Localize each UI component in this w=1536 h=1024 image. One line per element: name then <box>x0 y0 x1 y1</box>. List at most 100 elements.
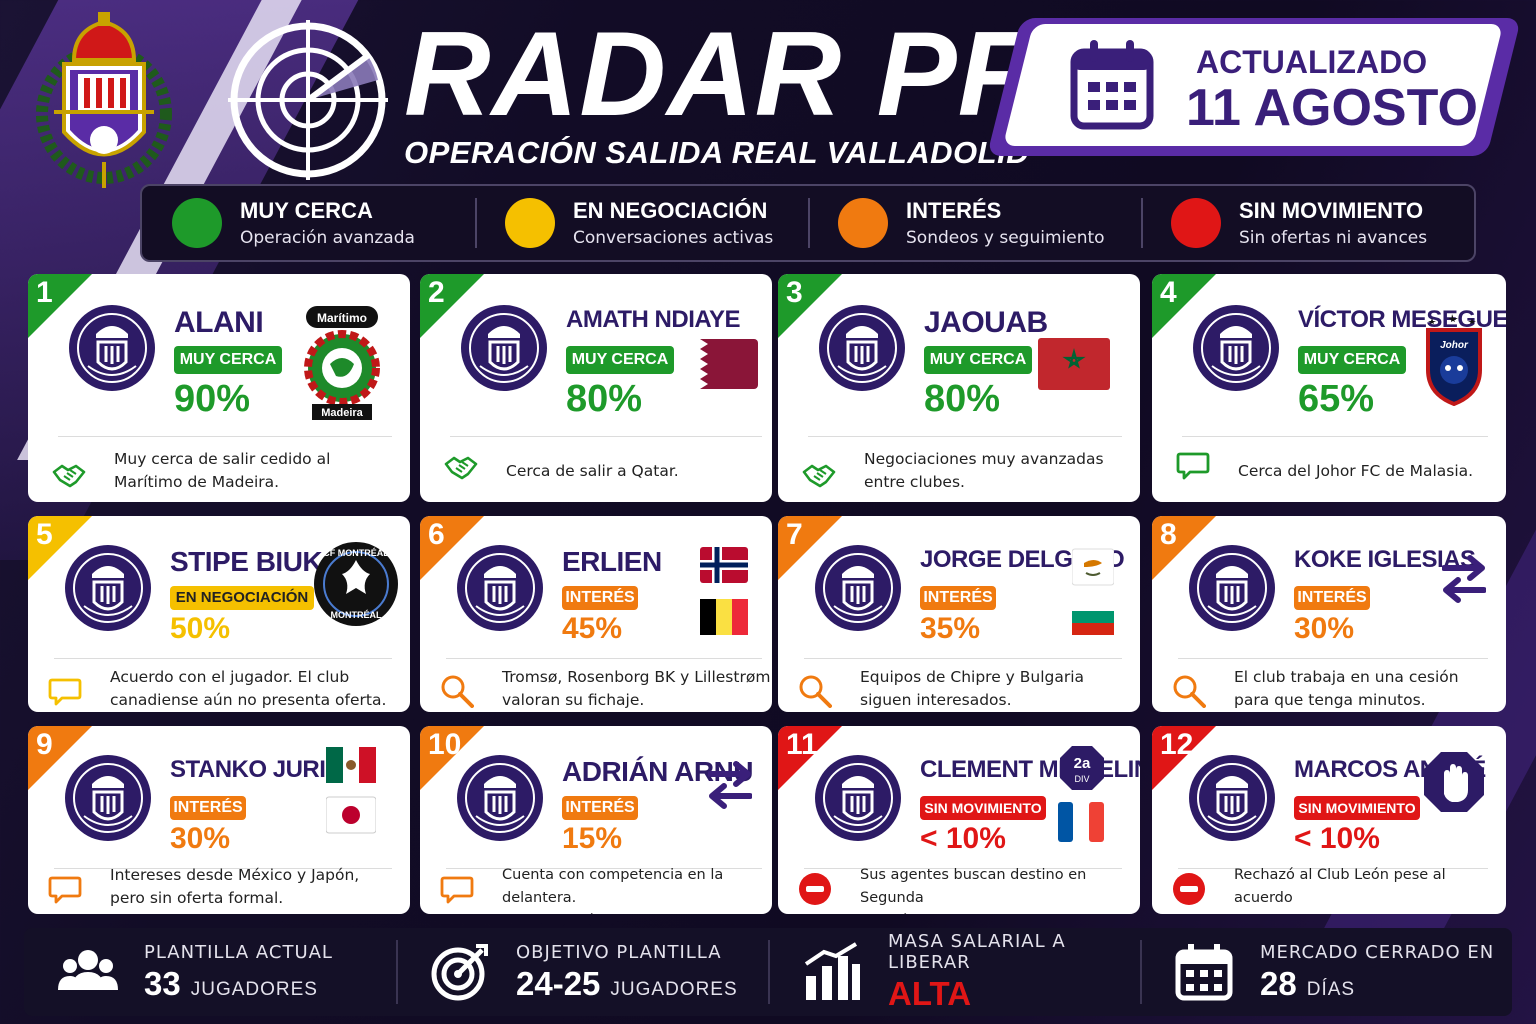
legend-sub: Operación avanzada <box>240 228 415 248</box>
speech-bubble-icon <box>48 872 82 906</box>
bar-chart-icon <box>804 942 860 1000</box>
player-avatar-crest <box>1188 544 1276 632</box>
page-subtitle: OPERACIÓN SALIDA REAL VALLADOLID <box>404 135 1030 170</box>
club-name: Johor <box>1440 340 1469 351</box>
status-badge: INTERÉS <box>920 586 996 610</box>
club-name-top: CF MONTRÉAL <box>323 548 389 558</box>
legend-item-en-negociacion: EN NEGOCIACIÓN Conversaciones activas <box>475 186 808 260</box>
legend-title: SIN MOVIMIENTO <box>1239 198 1424 223</box>
card-rank-number: 10 <box>428 728 462 761</box>
card-divider <box>450 436 762 437</box>
player-note: Tromsø, Rosenborg BK y Lillestrøm valoran… <box>502 666 770 712</box>
magnifier-icon <box>798 674 832 708</box>
club-name-bottom: Madeira <box>321 407 363 419</box>
note-line: División o Francia. Sin ofertas. <box>860 910 1140 914</box>
footer-unit: JUGADORES <box>190 978 318 1000</box>
probability-percent: 50% <box>170 612 231 645</box>
player-avatar-crest <box>456 544 544 632</box>
legend-item-sin-movimiento: SIN MOVIMIENTO Sin ofertas ni avances <box>1141 186 1474 260</box>
handshake-icon <box>444 448 478 482</box>
card-divider <box>1182 436 1488 437</box>
note-line: El club trabaja en una cesión <box>1234 668 1459 686</box>
note-line: para que tenga minutos. <box>1234 691 1426 709</box>
player-avatar-crest <box>814 544 902 632</box>
calendar-icon <box>1175 944 1233 1001</box>
player-avatar-crest <box>1192 304 1280 392</box>
player-note: El club trabaja en una cesión para que te… <box>1234 666 1459 712</box>
card-divider <box>446 868 762 869</box>
note-line: siguen interesados. <box>860 691 1012 709</box>
update-date: 11 AGOSTO <box>1186 79 1478 137</box>
probability-percent: 65% <box>1298 378 1375 420</box>
player-avatar-crest <box>460 304 548 392</box>
note-line: Equipos de Chipre y Bulgaria <box>860 668 1085 686</box>
japan-flag-icon <box>325 796 377 838</box>
card-rank-number: 9 <box>36 728 53 761</box>
magnifier-icon <box>1172 674 1206 708</box>
calendar-icon <box>1070 40 1154 130</box>
player-card: 1 ALANI MUY CERCA 90% Muy cerca de salir ced… <box>28 274 410 502</box>
norway-flag-icon <box>700 546 748 588</box>
player-avatar-crest <box>64 754 152 842</box>
note-line: Cuenta con competencia en la delantera. <box>502 867 724 906</box>
real-valladolid-crest <box>36 12 172 188</box>
player-note: Rechazó al Club León pese al acuerdo entr… <box>1234 864 1506 914</box>
player-card: 2 AMATH NDIAYE MUY CERCA 80% Cerca de salir … <box>420 274 772 502</box>
cyprus-flag-icon <box>1071 548 1115 590</box>
player-name: STANKO JURIĆ <box>170 756 343 783</box>
player-note: Intereses desde México y Japón, pero sin … <box>110 864 359 910</box>
player-card: 10 ADRIÁN ARNU INTERÉS 15% Cuenta con compet… <box>420 726 772 914</box>
status-badge: EN NEGOCIACIÓN <box>170 586 314 610</box>
player-note: Acuerdo con el jugador. El club canadiens… <box>110 666 386 712</box>
player-avatar-crest <box>456 754 544 842</box>
handshake-icon <box>802 456 836 490</box>
segunda-division-icon: 2a DIV <box>1060 746 1104 790</box>
handshake-icon <box>52 456 86 490</box>
status-badge: MUY CERCA <box>174 346 282 374</box>
magnifier-icon <box>440 674 474 708</box>
card-rank-number: 6 <box>428 518 445 551</box>
card-divider <box>58 436 392 437</box>
player-card: 7 JORGE DELGADO INTERÉS 35% Equipos de Chipr… <box>778 516 1140 712</box>
radar-icon <box>228 20 388 180</box>
player-card: 5 STIPE BIUK EN NEGOCIACIÓN 50% Acuerdo con … <box>28 516 410 712</box>
footer-label: OBJETIVO PLANTILLA <box>516 941 722 963</box>
status-badge: SIN MOVIMIENTO <box>1294 796 1420 820</box>
player-note: Cerca del Johor FC de Malasia. <box>1238 460 1473 483</box>
player-card: 4 VÍCTOR MESEGUER MUY CERCA 65% Cerca del Jo… <box>1152 274 1506 502</box>
note-line: canadiense aún no presenta oferta. <box>110 691 387 709</box>
status-badge: SIN MOVIMIENTO <box>920 796 1046 820</box>
legend-item-interes: INTERÉS Sondeos y seguimiento <box>808 186 1141 260</box>
status-badge: INTERÉS <box>562 586 638 610</box>
player-note: Cerca de salir a Qatar. <box>506 460 679 483</box>
card-divider <box>804 868 1122 869</box>
speech-bubble-icon <box>440 872 474 906</box>
note-line: Negociaciones muy avanzadas <box>864 450 1104 468</box>
card-rank-number: 4 <box>1160 276 1177 309</box>
card-divider <box>808 436 1122 437</box>
note-line: Marítimo de Madeira. <box>114 473 280 491</box>
status-badge: MUY CERCA <box>1298 346 1406 374</box>
footer-item-objetivo-plantilla: OBJETIVO PLANTILLA 24-25 JUGADORES <box>396 928 768 1016</box>
player-name: JAOUAB <box>924 306 1048 339</box>
card-rank-number: 3 <box>786 276 803 309</box>
card-rank-number: 12 <box>1160 728 1194 761</box>
card-divider <box>804 658 1122 659</box>
card-divider <box>446 658 762 659</box>
player-avatar-crest <box>1188 754 1276 842</box>
qatar-flag-icon <box>678 338 758 394</box>
legend-sub: Sondeos y seguimiento <box>906 228 1105 248</box>
legend-title: EN NEGOCIACIÓN <box>573 198 768 223</box>
card-rank-number: 8 <box>1160 518 1177 551</box>
probability-percent: 30% <box>1294 612 1355 645</box>
note-line: valoran su fichaje. <box>502 691 645 709</box>
player-avatar-crest <box>818 304 906 392</box>
status-legend: MUY CERCA Operación avanzada EN NEGOCIACI… <box>140 184 1476 262</box>
player-name: AMATH NDIAYE <box>566 306 741 333</box>
summary-footer: PLANTILLA ACTUAL 33 JUGADORES OBJETIVO PL… <box>24 928 1512 1016</box>
no-entry-icon <box>798 872 832 906</box>
player-name: CLEMENT MICHELIN <box>920 756 1140 783</box>
footer-unit: DÍAS <box>1306 978 1356 1000</box>
probability-percent: < 10% <box>920 822 1006 855</box>
player-note: Sus agentes buscan destino en Segunda Div… <box>860 864 1140 914</box>
